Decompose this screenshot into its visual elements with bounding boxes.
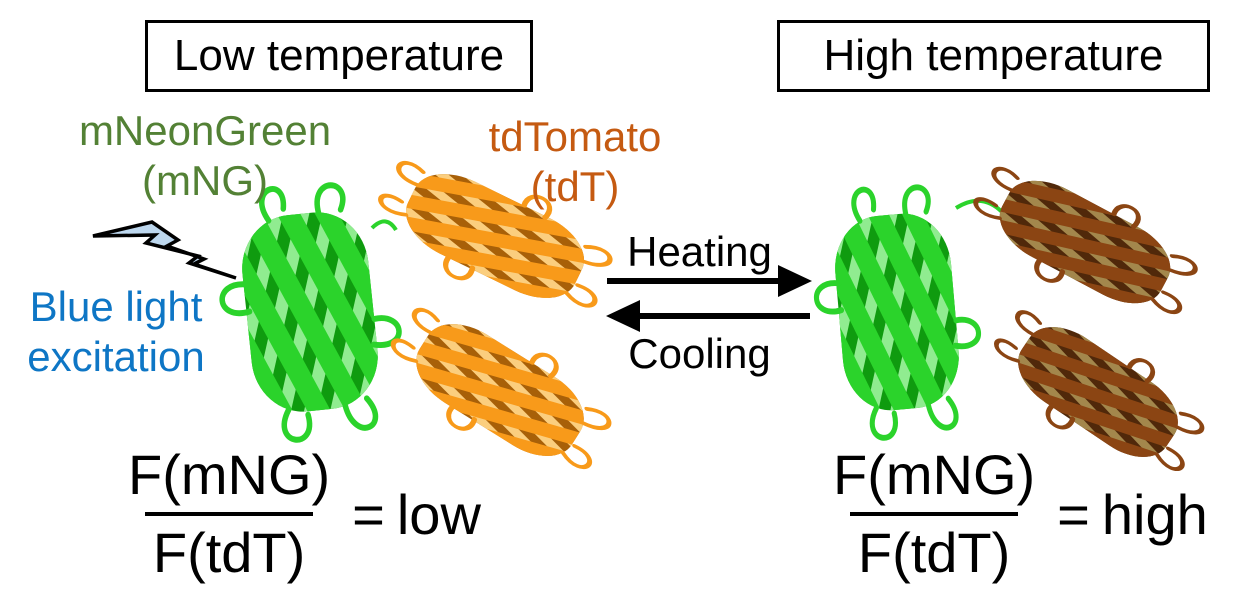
high-temperature-title-box: High temperature: [777, 20, 1210, 92]
blue-light-excitation-label: Blue light excitation: [5, 282, 227, 381]
heating-arrow-icon: [607, 265, 812, 297]
tdt-label: tdTomato (tdT): [450, 112, 700, 211]
equals-sign: =: [1057, 482, 1090, 546]
mng-tdt-linker-low: [370, 219, 398, 232]
ratio-result-high: high: [1101, 482, 1208, 546]
fraction-high: F(mNG) F(tdT): [825, 447, 1043, 581]
equals-sign: =: [352, 482, 385, 546]
excitation-label-line1: Blue light: [29, 283, 203, 330]
fraction-numerator: F(mNG): [128, 443, 331, 506]
heating-label: Heating: [627, 228, 772, 275]
fraction-denominator: F(tdT): [144, 512, 314, 581]
cooling-arrow-icon: [606, 300, 810, 332]
low-temperature-title-box: Low temperature: [145, 20, 533, 92]
fraction-low: F(mNG) F(tdT): [120, 447, 338, 581]
ratio-formula-low: F(mNG) F(tdT) = low: [120, 447, 481, 581]
ratio-formula-high: F(mNG) F(tdT) = high: [825, 447, 1208, 581]
cooling-label: Cooling: [628, 330, 771, 377]
lightning-bolt-icon: [92, 220, 237, 280]
fraction-denominator: F(tdT): [849, 512, 1019, 581]
high-temperature-title: High temperature: [823, 31, 1164, 80]
ratio-result-low: low: [396, 482, 481, 546]
tdt-label-line2: (tdT): [530, 162, 620, 210]
fraction-numerator: F(mNG): [833, 443, 1036, 506]
mng-label: mNeonGreen (mNG): [40, 106, 370, 205]
tdt-label-line1: tdTomato: [488, 113, 662, 160]
excitation-label-line2: excitation: [27, 332, 205, 380]
mng-label-line1: mNeonGreen: [78, 107, 332, 154]
mng-label-line2: (mNG): [142, 156, 268, 204]
low-temperature-title: Low temperature: [173, 31, 505, 80]
